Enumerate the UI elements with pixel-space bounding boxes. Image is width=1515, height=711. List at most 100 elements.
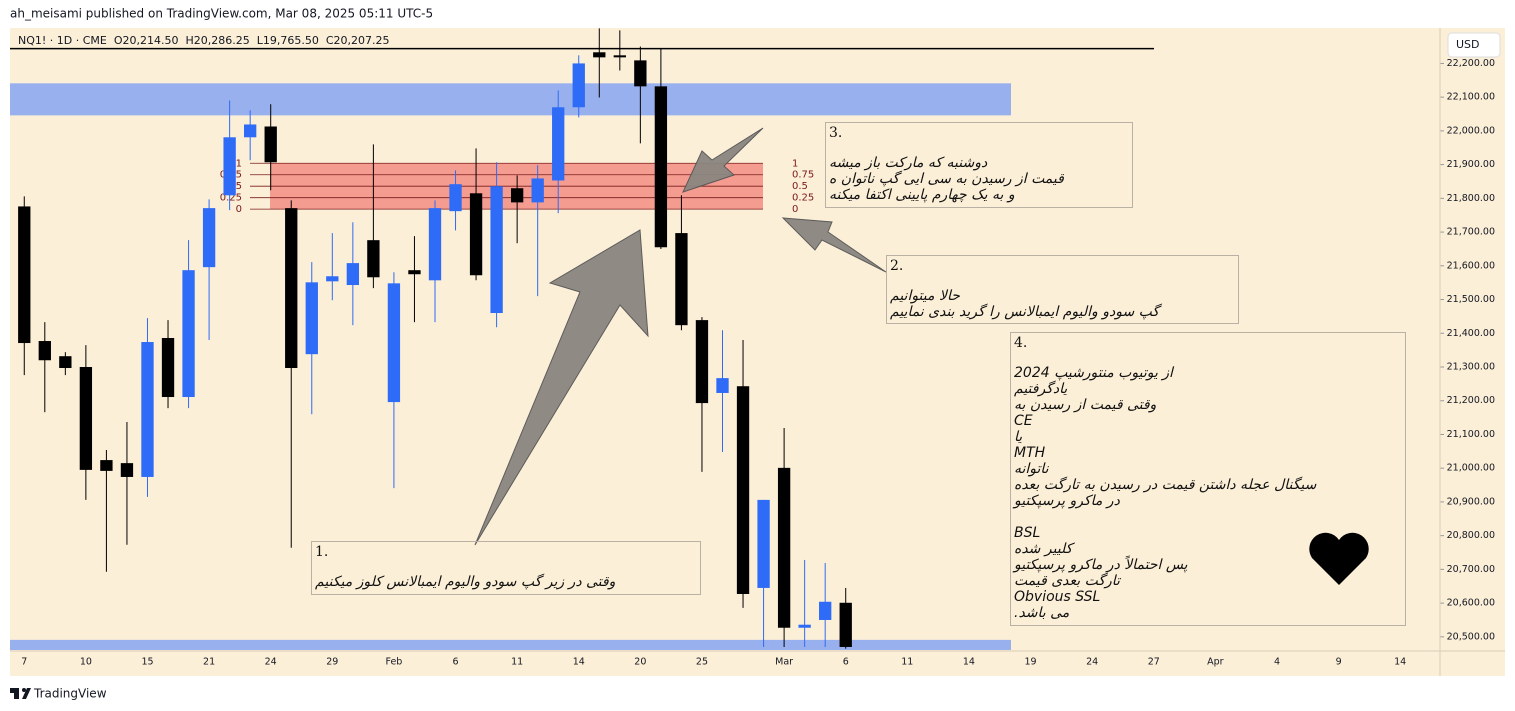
y-tick-label: 21,200.00 [1447,395,1495,406]
y-tick-label: 21,400.00 [1447,328,1495,339]
candle-body [490,186,503,314]
annotation-line: BSL [1014,525,1041,541]
candle-body [428,208,442,281]
y-tick-label: 20,600.00 [1447,598,1495,609]
zone [10,639,1011,650]
x-tick-label: 11 [901,657,913,668]
annotation-number: 3. [829,125,843,141]
annotation-line: دوشنبه که مارکت باز میشه [829,155,988,171]
symbol-line: NQ1! · 1D · CME O20,214.50 H20,286.25 L1… [18,34,390,47]
fib-label: 0.25 [792,193,814,204]
candle-body [120,463,134,477]
candle-body [634,60,647,87]
y-tick-label: 22,100.00 [1447,92,1495,103]
heart [1309,532,1369,585]
plot: 110.750.750.50.50.250.250020,500.0020,60… [10,28,1505,676]
candle-body [244,124,257,138]
fib-label: 0.75 [792,170,814,181]
candle-body [613,55,626,58]
annotation-line: ناتوانه [1014,461,1049,477]
annotation-line: گپ سودو والیوم ایمبالانس را گرید بندی نم… [890,304,1160,320]
candle-body [202,208,216,268]
fib-label: 0.25 [220,193,242,204]
x-tick-label: 14 [573,657,585,668]
candle-body [367,240,380,278]
x-tick-label: 9 [1336,657,1342,668]
x-tick-label: 14 [963,657,975,668]
x-tick-label: Apr [1207,657,1224,668]
candle-body [839,602,852,647]
candle-body [654,86,668,248]
candle-body [531,178,544,203]
x-tick-label: 6 [843,657,849,668]
x-tick-label: 14 [1394,657,1406,668]
x-tick-label: 21 [203,657,215,668]
zone [10,83,1011,116]
x-tick-label: 20 [634,657,646,668]
candle-body [346,263,360,286]
fib-label: 0.5 [792,181,808,192]
candle-body [305,282,318,355]
arrows [474,127,887,546]
x-tick-label: Feb [386,657,403,668]
candle-body [264,126,277,163]
annotation-line: حالا میتوانیم [890,288,960,304]
candle-body [38,341,51,361]
annotation-line: کلییر شده [1014,541,1073,557]
annotation: 4. از یوتیوب منتورشیپ 2024 یادگرفتیم وقتی ق… [1010,332,1406,626]
currency-box[interactable] [1447,32,1501,58]
candle-body [777,467,791,628]
annotation: 1. وقتی در زیر گپ سودو والیوم ایمبالانس ک… [311,541,701,595]
logo [10,688,31,699]
annotation-line: و به یک چهارم پایینی اکتفا میکنه [829,187,1015,203]
annotation-line: می باشد. [1014,605,1070,621]
x-tick-label: 6 [453,657,459,668]
candle-body [449,184,462,212]
x-tick-label: 19 [1024,657,1036,668]
annotation-number: 4. [1014,335,1028,351]
candle-body [408,270,421,275]
fib-label: 1 [792,158,798,169]
x-tick-label: 25 [696,657,708,668]
arrow [474,229,649,546]
annotation-line: MTH [1014,445,1046,461]
candle-body [510,188,524,203]
candle-body [387,283,401,403]
candle-body [161,337,175,398]
candle-body [223,137,236,196]
candle-body [593,52,606,58]
annotation-line: وقتی در زیر گپ سودو والیوم ایمبالانس کلو… [315,574,616,590]
y-tick-label: 21,900.00 [1447,159,1495,170]
y-tick-label: 20,900.00 [1447,496,1495,507]
candle-body [552,107,565,181]
candle-body [675,233,688,326]
annotation-line: تارگت بعدی قیمت [1014,573,1120,589]
candle-body [736,386,750,595]
arrow [682,127,764,193]
x-tick-label: 11 [511,657,523,668]
publisher: ah_meisami published on TradingView.com,… [10,7,433,21]
annotation-line: در ماکرو پرسپکتیو [1014,493,1120,509]
y-tick-label: 21,000.00 [1447,463,1495,474]
candle-body [79,366,93,470]
candle-body [100,460,113,471]
annotation-number: 1. [315,544,329,560]
annotation-line: قیمت از رسیدن به سی ایی گپ ناتوان ه [829,171,1064,187]
candle-body [757,499,770,588]
x-tick-label: Mar [775,657,793,668]
x-tick-label: 10 [80,657,92,668]
y-tick-label: 20,800.00 [1447,530,1495,541]
x-tick-label: 24 [265,657,277,668]
x-tick-label: 4 [1274,657,1280,668]
annotation-line: وقتی قیمت از رسیدن به [1014,397,1157,413]
x-tick-label: 7 [21,657,27,668]
y-tick-label: 21,700.00 [1447,227,1495,238]
candle-body [572,63,585,108]
annotation-line: یادگرفتیم [1014,381,1068,397]
candle-body [695,320,709,404]
candle-body [716,378,729,393]
candle-body [469,193,483,276]
x-tick-label: 15 [141,657,153,668]
candle-body [182,270,195,398]
